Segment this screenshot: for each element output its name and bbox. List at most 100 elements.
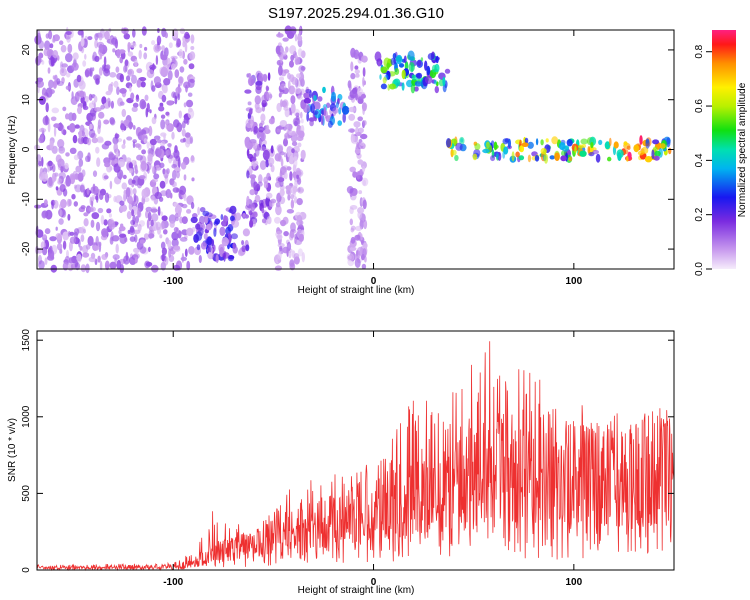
spectrogram-cell [359, 175, 363, 181]
y-tick-label: -20 [21, 241, 32, 256]
spectrogram-cell [179, 237, 188, 242]
spectrogram-cell [270, 145, 274, 154]
spectrogram-cell [214, 218, 220, 225]
spectrogram-cell [250, 78, 255, 85]
spectrogram-cell [132, 214, 136, 225]
spectrogram-cell [588, 152, 595, 157]
spectrogram-cell [361, 55, 368, 63]
spectrogram-marks [33, 25, 672, 274]
spectrogram-cell [380, 66, 388, 74]
spectrogram-cell [275, 45, 281, 55]
spectrogram-cell [354, 253, 359, 261]
spectrogram-cell [626, 145, 631, 150]
spectrogram-cell [382, 77, 387, 84]
spectrogram-cell [258, 137, 262, 149]
spectrogram-cell [331, 91, 336, 102]
spectrogram-cell [59, 40, 64, 45]
spectrogram-cell [265, 192, 273, 199]
spectrogram-cell [551, 136, 559, 145]
spectrogram-cell [138, 175, 146, 180]
spectrogram-cell [94, 107, 102, 112]
spectrogram-cell [258, 126, 265, 133]
spectrogram-cell [81, 29, 84, 40]
spectrogram-cell [270, 198, 277, 204]
spectrogram-cell [519, 145, 525, 153]
spectrogram-cell [199, 215, 205, 225]
spectrogram-cell [120, 123, 126, 131]
spectrogram-cell [312, 110, 319, 115]
spectrogram-cell [417, 60, 422, 67]
spectrogram-cell [91, 137, 99, 144]
spectrogram-cell [566, 139, 573, 147]
spectrogram-cell [56, 78, 61, 85]
x-tick-label: -100 [163, 276, 183, 287]
spectrogram-cell [57, 139, 65, 149]
spectrogram-cell [268, 118, 275, 125]
spectrogram-cell [595, 153, 601, 163]
colorbar: 0.0 0.2 0.4 0.6 0.8 Normalized spectral ampl… [694, 30, 748, 276]
spectrogram-cell [188, 63, 195, 70]
spectrogram-cell [313, 101, 321, 110]
spectrogram-cell [290, 95, 296, 105]
spectrogram-cell [88, 128, 96, 138]
spectrogram-cell [297, 248, 303, 257]
spectrogram-cell [349, 218, 353, 226]
spectrogram-cell [123, 255, 130, 265]
spectrogram-cell [298, 187, 301, 193]
spectrogram-cell [176, 122, 183, 133]
spectrogram-cell [55, 186, 59, 191]
spectrogram-cell [355, 92, 358, 101]
spectrogram-cell [128, 121, 133, 130]
spectrogram-cell [668, 147, 672, 155]
spectrogram-cell [175, 86, 182, 94]
spectrogram-cell [358, 190, 363, 195]
spectrogram-cell [148, 125, 153, 137]
spectrogram-cell [190, 216, 198, 224]
spectrogram-cell [179, 185, 187, 195]
spectrogram-cell [554, 152, 560, 161]
spectrogram-cell [150, 195, 156, 202]
spectrogram-cell [159, 180, 166, 189]
x-tick-label: 100 [565, 577, 582, 588]
spectrogram-cell [155, 55, 159, 66]
spectrogram-cell [121, 108, 127, 118]
spectrogram-cell [190, 201, 195, 210]
spectrogram-cell [78, 80, 86, 90]
spectrogram-cell [128, 162, 133, 169]
spectrogram-cell [141, 149, 147, 155]
spectrogram-cell [335, 101, 339, 109]
spectrogram-cell [445, 138, 452, 148]
spectrogram-cell [95, 195, 99, 201]
spectrogram-cell [408, 62, 415, 72]
spectrogram-cell [173, 226, 179, 233]
spectrogram-cell [41, 87, 47, 97]
spectrogram-cell [350, 47, 356, 58]
spectrogram-cell [75, 165, 82, 173]
spectrogram-cell [253, 152, 257, 159]
spectrogram-cell [115, 243, 119, 254]
spectrogram-cell [485, 141, 490, 149]
spectrogram-cell [288, 154, 295, 165]
spectrogram-cell [277, 251, 282, 261]
spectrogram-cell [48, 176, 53, 187]
spectrogram-cell [279, 188, 285, 197]
spectrogram-cell [119, 234, 127, 245]
spectrogram-cell [53, 34, 60, 42]
snr-x-label: Height of straight line (km) [298, 585, 415, 596]
spectrogram-cell [167, 148, 171, 155]
spectrogram-cell [78, 158, 84, 167]
spectrogram-cell [126, 211, 132, 220]
spectrogram-cell [263, 181, 269, 189]
spectrogram-cell [353, 121, 361, 128]
colorbar-tick-label: 0.6 [694, 99, 705, 113]
spectrogram-cell [41, 210, 48, 219]
spectrogram-cell [284, 135, 288, 141]
spectrogram-cell [166, 154, 174, 159]
spectrogram-cell [104, 140, 112, 146]
spectrogram-cell [165, 188, 172, 199]
spectrogram-cell [62, 188, 68, 197]
spectrogram-cell [160, 54, 168, 61]
spectrogram-cell [100, 214, 105, 225]
spectrogram-cell [354, 65, 359, 70]
colorbar-label: Normalized spectral amplitude [737, 82, 748, 217]
